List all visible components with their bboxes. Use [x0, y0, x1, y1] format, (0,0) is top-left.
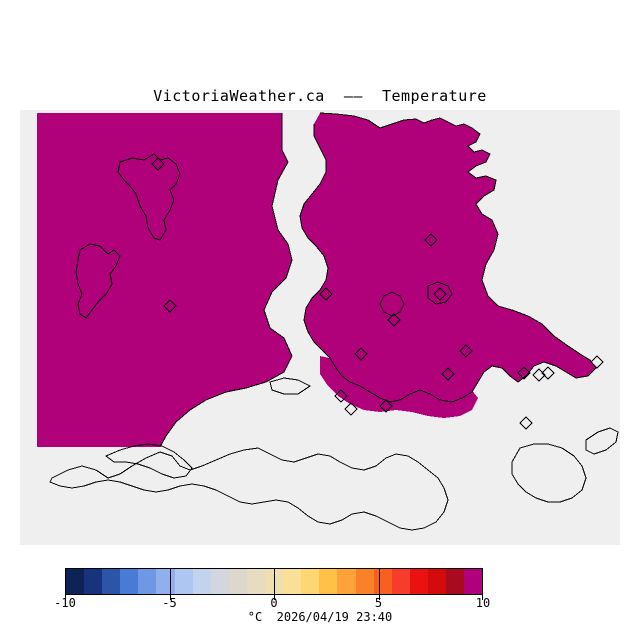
colorbar-tick-label-zero: 0 — [270, 596, 278, 610]
page-title: VictoriaWeather.ca —— Temperature — [153, 87, 487, 105]
colorbar-swatch — [120, 569, 139, 594]
colorbar-gradient[interactable] — [65, 568, 483, 595]
colorbar-swatch — [138, 569, 157, 594]
station-marker — [379, 399, 393, 413]
station-marker — [441, 367, 455, 381]
station-marker — [319, 287, 333, 301]
coastline-south-landmass — [49, 447, 449, 531]
colorbar-swatch — [427, 569, 446, 594]
temperature-field-east — [300, 113, 596, 402]
station-marker — [424, 233, 438, 247]
station-marker — [151, 157, 165, 171]
colorbar-caption: °C 2026/04/19 23:40 — [247, 610, 393, 624]
colorbar-swatch — [228, 569, 247, 594]
coastline-island-northwest — [75, 243, 121, 319]
colorbar-tick-label-pos5: 5 — [374, 596, 383, 610]
coastline-lake-a — [379, 291, 405, 317]
colorbar-swatch — [66, 569, 85, 594]
station-marker — [517, 366, 531, 380]
colorbar-swatch — [391, 569, 410, 594]
colorbar-swatch — [265, 569, 284, 594]
station-marker — [387, 313, 401, 327]
colorbar-swatch — [246, 569, 266, 594]
station-marker — [459, 344, 473, 358]
station-markers[interactable] — [151, 157, 604, 430]
colorbar-swatch — [210, 569, 229, 594]
colorbar-tick-label-neg5: -5 — [162, 596, 177, 610]
station-marker — [532, 368, 546, 382]
station-marker — [334, 389, 348, 403]
colorbar[interactable] — [65, 568, 483, 600]
coastline-central-channel — [159, 113, 293, 448]
map-panel[interactable] — [20, 110, 620, 545]
colorbar-swatch — [409, 569, 428, 594]
colorbar-swatch — [464, 569, 483, 594]
temperature-field — [37, 113, 596, 447]
temperature-field-south — [320, 356, 478, 418]
coastline-southeast-spur — [585, 427, 619, 455]
temperature-field-west — [37, 113, 292, 447]
station-marker — [433, 287, 447, 301]
coastline-inlet-a — [269, 377, 311, 395]
colorbar-tick-label-max: 10 — [475, 596, 491, 610]
colorbar-swatch — [192, 569, 211, 594]
coastline-layer — [49, 112, 619, 531]
coastline-south-island — [105, 443, 193, 479]
colorbar-swatch — [337, 569, 356, 594]
station-marker — [541, 366, 555, 380]
colorbar-swatch — [102, 569, 121, 594]
station-marker — [590, 355, 604, 369]
colorbar-swatch — [301, 569, 320, 594]
colorbar-swatch — [84, 569, 103, 594]
colorbar-swatch — [373, 569, 392, 594]
colorbar-swatch — [156, 569, 175, 594]
colorbar-tick-label-min: -10 — [54, 596, 76, 610]
coastline-southeast — [511, 443, 587, 503]
colorbar-swatch — [319, 569, 338, 594]
colorbar-swatch — [174, 569, 193, 594]
map-canvas[interactable] — [20, 110, 620, 545]
colorbar-swatch — [283, 569, 302, 594]
colorbar-swatch — [355, 569, 374, 594]
station-marker — [354, 347, 368, 361]
station-marker — [344, 402, 358, 416]
coastline-lake-b — [427, 281, 453, 305]
colorbar-swatch — [445, 569, 465, 594]
station-marker — [163, 299, 177, 313]
station-marker — [519, 416, 533, 430]
coastline-east-mainland — [299, 112, 597, 403]
